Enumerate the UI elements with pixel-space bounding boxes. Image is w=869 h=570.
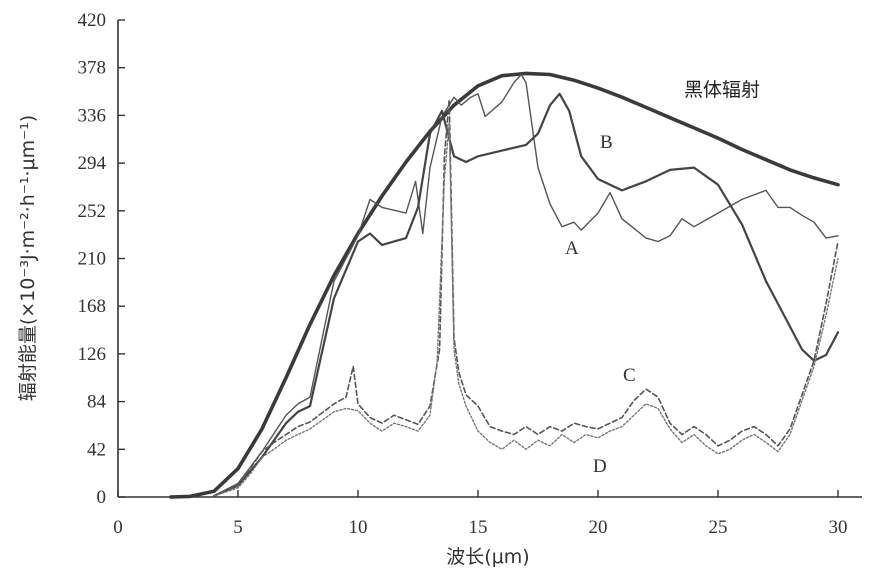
series-line-1	[213, 73, 839, 497]
x-tick-label: 30	[829, 517, 848, 538]
series-line-3	[213, 98, 839, 497]
y-tick-label: 420	[78, 10, 107, 31]
y-tick-label: 294	[78, 153, 107, 174]
x-tick-label: 25	[709, 517, 728, 538]
series-label-b: B	[600, 132, 613, 153]
series-line-2	[212, 92, 840, 497]
x-ticks: 0 5 10 15 20 25 30	[113, 490, 848, 538]
series-label-blackbody: 黑体辐射	[684, 79, 760, 101]
y-tick-label: 210	[78, 249, 107, 270]
x-tick-label: 0	[113, 517, 123, 538]
x-tick-label: 5	[233, 517, 243, 538]
x-axis-title: 波长(μm)	[446, 546, 529, 568]
y-tick-label: 378	[78, 58, 107, 79]
series-label-a: A	[565, 238, 579, 259]
y-tick-label: 84	[87, 392, 107, 413]
y-tick-label: 0	[97, 487, 107, 508]
y-tick-label: 42	[87, 439, 106, 460]
series-labels: 黑体辐射 B A C D	[565, 79, 760, 477]
y-ticks: 0 42 84 126 168 210 252 294 336 378 420	[78, 10, 125, 508]
x-tick-label: 10	[349, 517, 368, 538]
series-label-d: D	[593, 456, 607, 477]
y-tick-label: 126	[78, 344, 107, 365]
x-tick-label: 20	[589, 517, 608, 538]
y-tick-label: 168	[78, 296, 107, 317]
series-layer	[169, 71, 840, 499]
series-label-c: C	[623, 365, 636, 386]
axes: 0 42 84 126 168 210 252 294 336 378 420 0 5 10 15 20 25…	[78, 10, 862, 538]
series-line-0	[169, 71, 840, 499]
y-tick-label: 336	[78, 105, 107, 126]
x-tick-label: 15	[469, 517, 488, 538]
y-axis-title: 辐射能量(×10⁻³J·m⁻²·h⁻¹·μm⁻¹)	[17, 115, 39, 401]
y-tick-label: 252	[78, 201, 107, 222]
series-line-4	[213, 121, 839, 497]
